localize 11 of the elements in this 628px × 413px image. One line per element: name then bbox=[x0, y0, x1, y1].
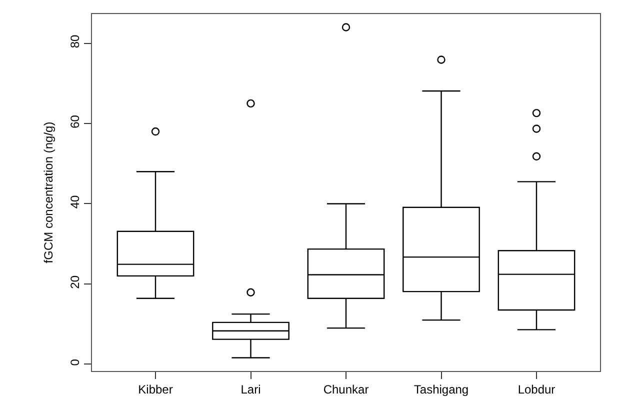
x-tick-label: Lobdur bbox=[518, 382, 556, 396]
y-tick-label: 0 bbox=[68, 358, 82, 366]
y-tick-label: 20 bbox=[68, 275, 82, 289]
x-tick-label: Chunkar bbox=[323, 382, 369, 396]
y-tick-label: 40 bbox=[68, 194, 82, 209]
x-tick-label: Lari bbox=[240, 382, 261, 396]
x-tick-label: Tashigang bbox=[414, 382, 469, 396]
y-axis-title: fGCM concentration (ng/g) bbox=[42, 122, 56, 264]
y-tick-label: 80 bbox=[68, 34, 82, 48]
y-tick-label: 60 bbox=[68, 114, 82, 128]
x-tick-label: Kibber bbox=[138, 382, 173, 396]
